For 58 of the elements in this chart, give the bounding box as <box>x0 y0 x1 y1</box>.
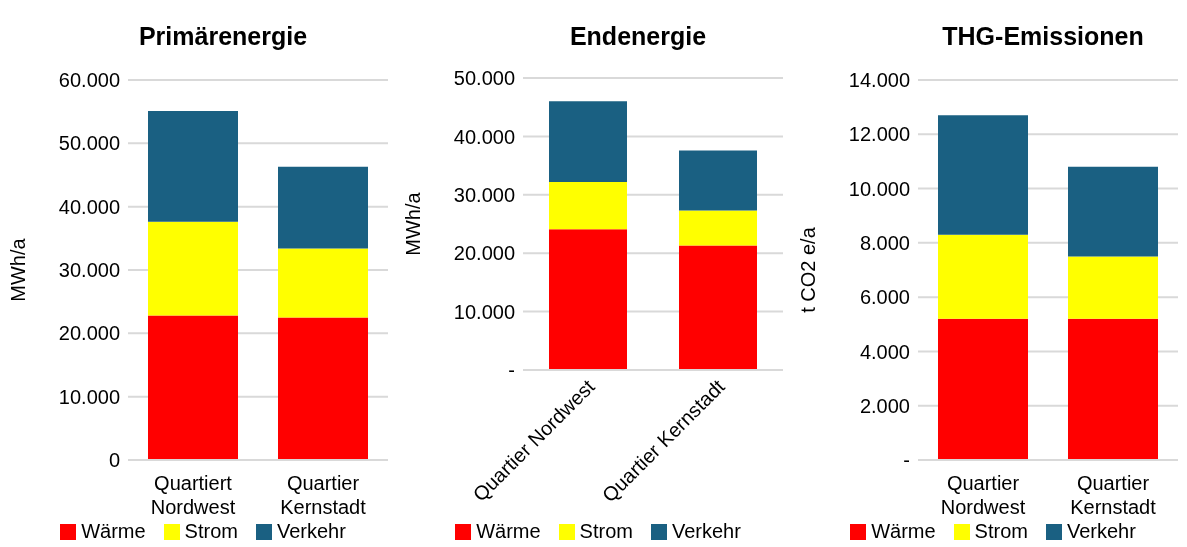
bar <box>938 234 1028 319</box>
y-tick-label: 50.000 <box>453 67 515 90</box>
y-tick-label: - <box>508 359 515 382</box>
bar <box>278 317 368 460</box>
bar <box>549 229 627 370</box>
bar <box>549 181 627 230</box>
legend-label: Verkehr <box>1066 520 1136 543</box>
chart-title: Primärenergie <box>137 22 309 51</box>
bar <box>278 166 368 249</box>
y-axis-title: MWh/a <box>7 237 30 302</box>
bar <box>679 150 757 211</box>
legend-label: Wärme <box>81 520 146 543</box>
legend-label: Verkehr <box>276 520 346 543</box>
bar <box>679 245 757 370</box>
y-tick-label: 30.000 <box>58 259 120 282</box>
y-tick-label: 40.000 <box>58 195 120 218</box>
y-tick-label: 2.000 <box>859 394 910 417</box>
bar <box>1068 166 1158 257</box>
bar <box>549 101 627 182</box>
bar <box>148 221 238 316</box>
bar <box>278 248 368 318</box>
y-tick-label: - <box>903 449 910 472</box>
bar <box>148 315 238 460</box>
x-tick-label: Quartier Kernstadt <box>1070 472 1157 518</box>
y-tick-label: 30.000 <box>453 183 515 206</box>
y-tick-label: 10.000 <box>453 300 515 323</box>
y-tick-label: 10.000 <box>58 385 120 408</box>
legend-label: Wärme <box>476 520 541 543</box>
chart-title: THG-Emissionen <box>941 22 1145 51</box>
bar <box>148 111 238 222</box>
y-tick-label: 8.000 <box>859 231 910 254</box>
y-tick-label: 20.000 <box>58 322 120 345</box>
y-tick-label: 60.000 <box>58 69 120 92</box>
x-tick-label: Quartier Nordwest <box>940 472 1026 518</box>
y-tick-label: 10.000 <box>848 177 910 200</box>
y-tick-label: 40.000 <box>453 125 515 148</box>
bar <box>1068 256 1158 319</box>
y-tick-label: 20.000 <box>453 242 515 265</box>
y-tick-label: 50.000 <box>58 132 120 155</box>
chart-title: Endenergie <box>568 22 708 51</box>
y-tick-label: 0 <box>108 449 120 472</box>
x-tick-label: Quartiert Nordwest <box>150 472 236 518</box>
legend-label: Strom <box>974 520 1028 543</box>
legend-label: Verkehr <box>671 520 741 543</box>
y-tick-label: 14.000 <box>848 69 910 92</box>
bar <box>679 210 757 246</box>
legend-label: Wärme <box>871 520 936 543</box>
y-tick-label: 12.000 <box>848 123 910 146</box>
y-axis-title: MWh/a <box>402 191 425 256</box>
x-tick-label: Quartier Kernstadt <box>280 472 367 518</box>
y-axis-title: t CO2 e/a <box>797 226 820 313</box>
y-tick-label: 4.000 <box>859 340 910 363</box>
y-tick-label: 6.000 <box>859 286 910 309</box>
bar <box>938 318 1028 460</box>
legend-label: Strom <box>184 520 238 543</box>
bar <box>1068 318 1158 460</box>
legend-label: Strom <box>579 520 633 543</box>
bar <box>938 115 1028 235</box>
